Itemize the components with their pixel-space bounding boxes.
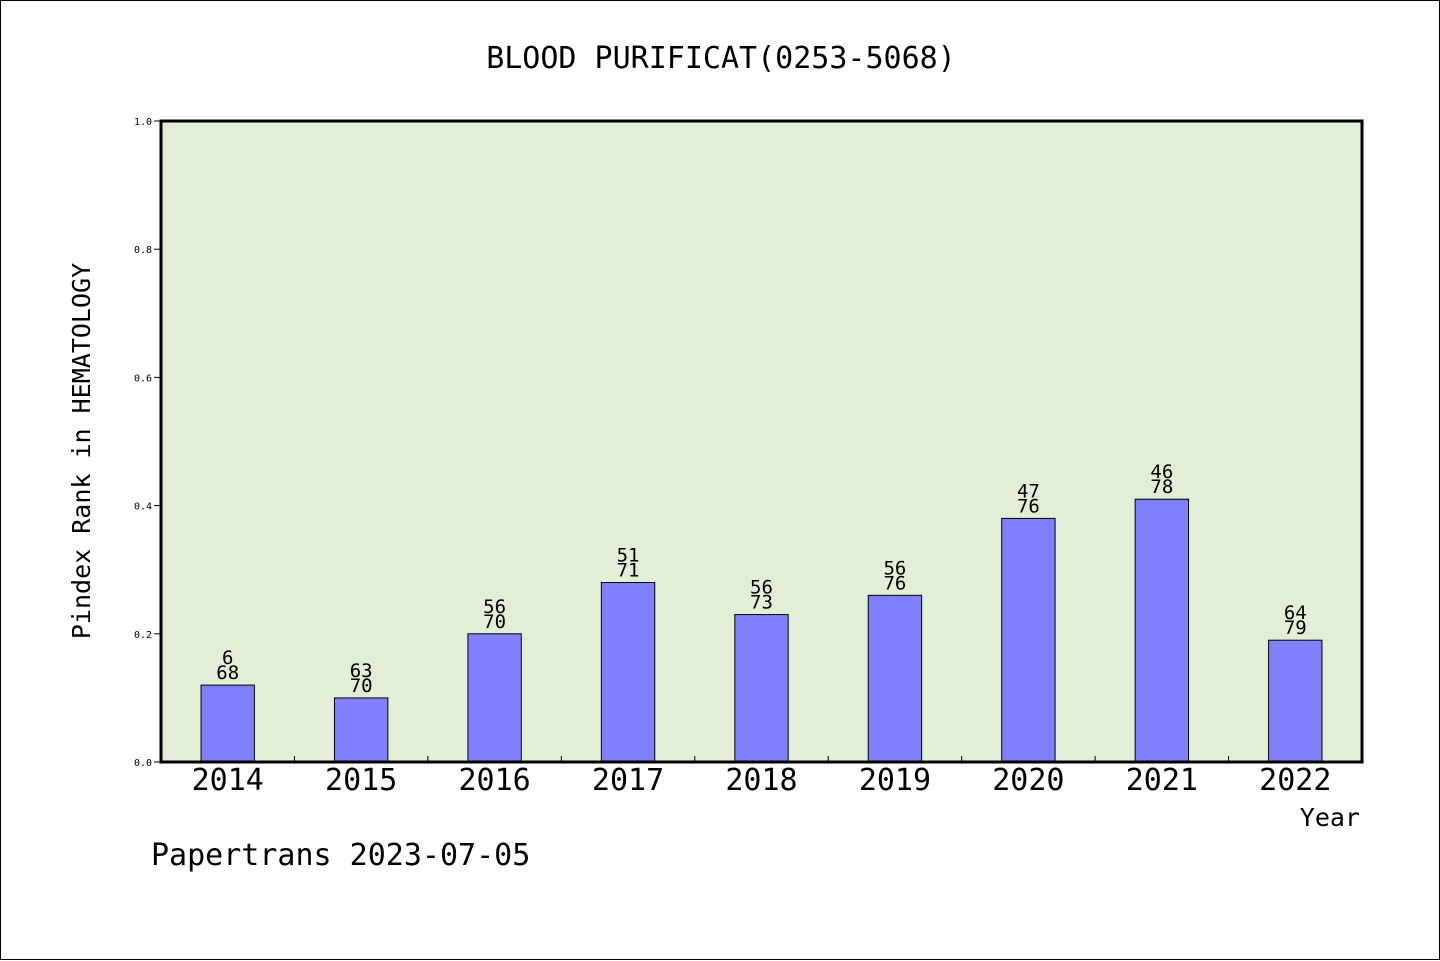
bar xyxy=(600,582,656,763)
bar xyxy=(1001,517,1056,763)
y-axis-label: Pindex Rank in HEMATOLOGY xyxy=(67,263,96,639)
bar-total-label: 71 xyxy=(617,560,640,582)
x-tick-label: 2017 xyxy=(592,763,664,798)
bar-total-label: 73 xyxy=(750,592,773,614)
bar-total-label: 68 xyxy=(216,662,239,684)
x-tick-label: 2015 xyxy=(325,763,397,798)
footer-text: Papertrans 2023-07-05 xyxy=(151,838,530,873)
bar-rank-label: 56 xyxy=(483,596,506,618)
x-tick-label: 2014 xyxy=(192,763,264,798)
bar-total-label: 78 xyxy=(1150,476,1173,498)
bar xyxy=(867,594,923,763)
bar-total-label: 76 xyxy=(883,572,906,594)
x-tick-label: 2019 xyxy=(859,763,931,798)
y-tick-label: 1.0 xyxy=(134,117,152,128)
y-tick-label: 0.4 xyxy=(134,502,152,513)
bar-total-label: 70 xyxy=(350,675,373,697)
bar-rank-label: 56 xyxy=(883,557,906,579)
bar-rank-label: 46 xyxy=(1150,461,1173,483)
bar-rank-label: 51 xyxy=(617,545,640,567)
x-axis: 2014 2015 2016 2017 2018 2019 2020 2021 2022 xyxy=(192,756,1331,798)
x-axis-label: Year xyxy=(1300,803,1360,832)
chart-title: BLOOD PURIFICAT(0253-5068) xyxy=(486,41,956,76)
bar-total-label: 79 xyxy=(1284,617,1307,639)
bar xyxy=(1268,639,1323,763)
bar-total-label: 70 xyxy=(483,611,506,633)
bar xyxy=(200,684,255,763)
x-tick-label: 2020 xyxy=(992,763,1064,798)
bar-rank-label: 64 xyxy=(1284,602,1307,624)
bar-rank-label: 56 xyxy=(750,577,773,599)
y-tick-label: 0.0 xyxy=(134,758,152,769)
bar xyxy=(333,697,389,763)
x-tick-label: 2022 xyxy=(1259,763,1331,798)
y-tick-label: 0.6 xyxy=(134,373,152,384)
x-tick-label: 2018 xyxy=(725,763,797,798)
x-tick-label: 2016 xyxy=(458,763,530,798)
y-tick-label: 0.2 xyxy=(134,630,152,641)
y-tick-label: 0.8 xyxy=(134,245,152,256)
bar xyxy=(1134,498,1190,763)
plot-border xyxy=(159,119,1364,764)
bar xyxy=(734,614,789,763)
bar xyxy=(467,633,522,763)
bar-rank-label: 6 xyxy=(222,647,233,669)
y-axis: 0.0 0.2 0.4 0.6 0.8 1.0 xyxy=(134,117,161,769)
bar-rank-label: 63 xyxy=(350,660,373,682)
bar-rank-label: 47 xyxy=(1017,480,1040,502)
x-tick-label: 2021 xyxy=(1126,763,1198,798)
bar-total-label: 76 xyxy=(1017,495,1040,517)
